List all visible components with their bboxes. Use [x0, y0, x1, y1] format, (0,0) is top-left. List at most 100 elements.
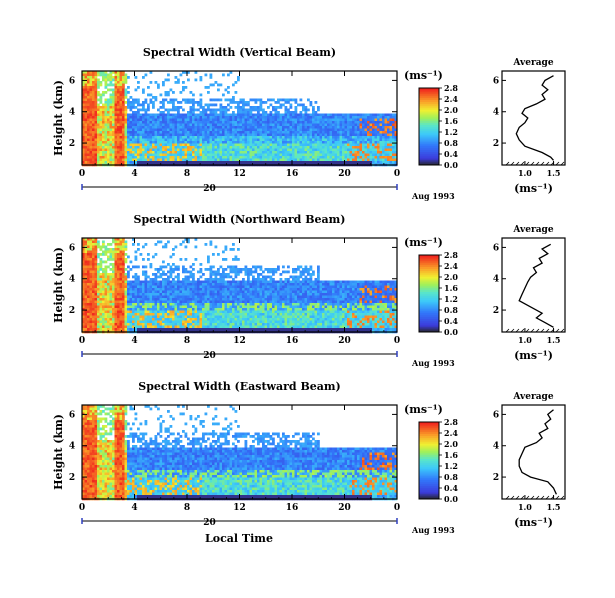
- heatmap-cell: [159, 325, 163, 329]
- heatmap-cell: [207, 300, 210, 304]
- heatmap-cell: [164, 133, 168, 137]
- heatmap-cell: [384, 131, 388, 134]
- heatmap-cell: [102, 245, 105, 249]
- heatmap-cell: [124, 308, 128, 311]
- heatmap-cell: [222, 283, 225, 286]
- heatmap-cell: [237, 136, 240, 139]
- heatmap-cell: [307, 148, 310, 152]
- heatmap-cell: [189, 315, 193, 319]
- colorbar-segment: [419, 141, 439, 145]
- heatmap-cell: [122, 270, 125, 274]
- heatmap-cell: [117, 121, 120, 124]
- heatmap-cell: [207, 293, 210, 296]
- heatmap-cell: [174, 161, 178, 164]
- heatmap-cell: [347, 143, 350, 147]
- heatmap-cell: [287, 118, 290, 122]
- heatmap-cell: [164, 328, 168, 331]
- heatmap-cell: [112, 143, 115, 147]
- heatmap-cell: [217, 133, 220, 137]
- heatmap-cell: [207, 318, 210, 321]
- heatmap-cell: [302, 148, 305, 152]
- heatmap-cell: [342, 118, 345, 122]
- heatmap-cell: [214, 305, 218, 309]
- heatmap-cell: [134, 98, 138, 102]
- heatmap-cell: [117, 76, 120, 79]
- heatmap-cell: [382, 156, 385, 159]
- heatmap-cell: [184, 283, 188, 286]
- heatmap-cell: [327, 116, 330, 119]
- heatmap-cell: [144, 118, 148, 122]
- heatmap-cell: [134, 290, 138, 294]
- heatmap-cell: [114, 123, 118, 127]
- heatmap-cell: [97, 156, 100, 159]
- heatmap-cell: [219, 131, 223, 134]
- heatmap-cell: [154, 116, 158, 119]
- heatmap-cell: [299, 121, 303, 124]
- heatmap-cell: [149, 128, 153, 132]
- heatmap-cell: [364, 128, 368, 132]
- heatmap-cell: [142, 133, 145, 137]
- heatmap-cell: [187, 116, 190, 119]
- heatmap-cell: [157, 280, 160, 284]
- heatmap-cell: [372, 151, 375, 154]
- heatmap-cell: [312, 141, 315, 144]
- heatmap-cell: [284, 106, 288, 109]
- heatmap-cell: [249, 158, 253, 162]
- heatmap-cell: [354, 156, 358, 159]
- heatmap-cell: [159, 126, 163, 129]
- heatmap-cell: [284, 128, 288, 132]
- heatmap-cell: [97, 240, 100, 244]
- heatmap-cell: [132, 148, 135, 152]
- heatmap-cell: [134, 305, 138, 309]
- heatmap-cell: [84, 285, 88, 289]
- heatmap-cell: [139, 148, 143, 152]
- heatmap-cell: [127, 121, 130, 124]
- heatmap-cell: [187, 288, 190, 291]
- heatmap-cell: [232, 113, 235, 117]
- heatmap-cell: [142, 323, 145, 326]
- heatmap-cell: [92, 151, 95, 154]
- heatmap-cell: [187, 148, 190, 152]
- heatmap-cell: [354, 153, 358, 157]
- heatmap-cell: [389, 118, 393, 122]
- heatmap-cell: [144, 73, 148, 77]
- heatmap-cell: [167, 285, 170, 289]
- heatmap-cell: [324, 123, 328, 127]
- heatmap-cell: [197, 141, 200, 144]
- heatmap-cell: [257, 98, 260, 102]
- heatmap-cell: [174, 158, 178, 162]
- heatmap-cell: [249, 121, 253, 124]
- heatmap-cell: [139, 298, 143, 301]
- heatmap-cell: [132, 308, 135, 311]
- heatmap-cell: [167, 323, 170, 326]
- heatmap-cell: [192, 161, 195, 164]
- heatmap-cell: [389, 153, 393, 157]
- heatmap-cell: [212, 148, 215, 152]
- heatmap-cell: [222, 108, 225, 112]
- colorbar-segment: [419, 147, 439, 151]
- heatmap-cell: [104, 290, 108, 294]
- heatmap-cell: [384, 156, 388, 159]
- heatmap-cell: [162, 320, 165, 324]
- heatmap-cell: [117, 86, 120, 89]
- heatmap-cell: [162, 315, 165, 319]
- heatmap-cell: [157, 320, 160, 324]
- heatmap-cell: [244, 153, 248, 157]
- heatmap-cell: [252, 131, 255, 134]
- heatmap-cell: [184, 98, 188, 102]
- heatmap-cell: [219, 121, 223, 124]
- heatmap-cell: [182, 126, 185, 129]
- heatmap-cell: [212, 156, 215, 159]
- heatmap-cell: [207, 158, 210, 162]
- heatmap-cell: [82, 250, 85, 254]
- heatmap-cell: [219, 138, 223, 142]
- heatmap-cell: [237, 151, 240, 154]
- heatmap-cell: [234, 91, 238, 94]
- heatmap-cell: [144, 116, 148, 119]
- heatmap-cell: [114, 328, 118, 331]
- heatmap-cell: [197, 123, 200, 127]
- heatmap-cell: [177, 123, 180, 127]
- heatmap-cell: [167, 108, 170, 112]
- heatmap-cell: [164, 161, 168, 164]
- heatmap-cell: [357, 123, 360, 127]
